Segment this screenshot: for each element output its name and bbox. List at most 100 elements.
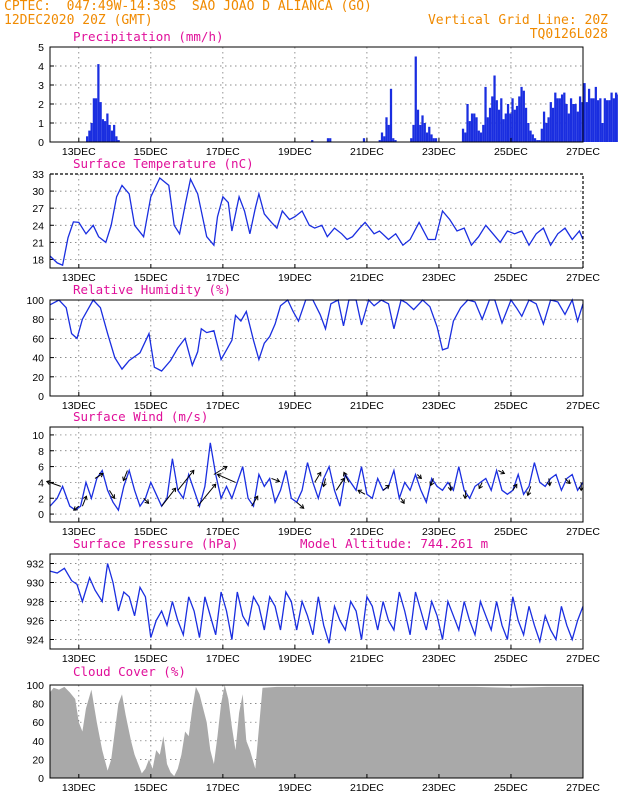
precip-bar bbox=[385, 117, 388, 142]
wind-vector-head bbox=[500, 469, 506, 475]
cloud-frame bbox=[49, 684, 584, 779]
wind-vector-head bbox=[316, 471, 322, 477]
cloud-ytick-label: 40 bbox=[32, 736, 44, 748]
precip-bar bbox=[509, 113, 512, 142]
wind-vector bbox=[323, 478, 326, 487]
precip-bar bbox=[380, 132, 384, 142]
wind-vector-head bbox=[73, 506, 78, 511]
cloud-xtick-label: 23DEC bbox=[422, 782, 456, 794]
wind-vector bbox=[251, 495, 259, 507]
wind-ytick-label: 2 bbox=[38, 493, 44, 505]
precip-bar bbox=[545, 123, 548, 142]
wind-vector bbox=[217, 473, 236, 483]
precip-bar bbox=[466, 104, 469, 142]
precip-bar bbox=[592, 98, 595, 142]
wind-xtick-label: 19DEC bbox=[278, 526, 312, 538]
rh-frame bbox=[49, 299, 584, 397]
wind-ytick-label: 0 bbox=[38, 509, 44, 521]
wind-vector-head bbox=[340, 477, 345, 483]
precip-bar bbox=[326, 138, 330, 142]
precip-bar bbox=[583, 83, 586, 142]
cloud-title: Cloud Cover (%) bbox=[73, 664, 186, 679]
temp-xtick-label: 13DEC bbox=[62, 272, 96, 284]
precip-bar bbox=[504, 113, 507, 142]
precip-bar bbox=[428, 126, 431, 142]
wind-vector-head bbox=[385, 484, 390, 490]
precip-bar bbox=[527, 123, 530, 142]
wind-vector-head bbox=[321, 482, 327, 488]
precip-bar bbox=[362, 138, 366, 142]
wind-vector-head bbox=[222, 465, 228, 471]
precip-bar bbox=[482, 124, 485, 142]
precip-bar bbox=[533, 138, 537, 142]
precip-bar bbox=[585, 102, 588, 142]
wind-xtick-label: 15DEC bbox=[134, 526, 168, 538]
precip-bar bbox=[500, 98, 503, 142]
precip-bar bbox=[432, 138, 435, 142]
wind-vector-head bbox=[122, 476, 127, 482]
cloud-xtick-label: 17DEC bbox=[206, 782, 240, 794]
wind-vector-head bbox=[526, 491, 532, 497]
precip-bar bbox=[590, 98, 593, 142]
wind-vector bbox=[81, 495, 87, 507]
temp-ytick-label: 27 bbox=[32, 203, 44, 215]
pres-xtick-label: 21DEC bbox=[350, 653, 384, 665]
cloud-xtick-label: 13DEC bbox=[62, 782, 96, 794]
precip-bar bbox=[511, 98, 514, 142]
precip-bar bbox=[479, 132, 483, 142]
precip-ytick-label: 1 bbox=[38, 118, 44, 130]
precip-bar bbox=[495, 100, 498, 142]
wind-vector-head bbox=[144, 499, 150, 504]
wind-xtick-label: 23DEC bbox=[422, 526, 456, 538]
precip-bar bbox=[86, 136, 89, 142]
precip-bar bbox=[603, 98, 606, 142]
precip-bar bbox=[560, 94, 564, 142]
precip-bar bbox=[92, 98, 96, 142]
precip-bar bbox=[90, 123, 93, 142]
precip-ytick-label: 5 bbox=[38, 42, 44, 54]
cloud-ytick-label: 60 bbox=[32, 717, 44, 729]
header-station-line: CPTEC: 047:49W-14:30S SAO JOAO D ALIANCA… bbox=[4, 0, 372, 14]
pres-subtitle: Model Altitude: 744.261 m bbox=[300, 536, 488, 551]
precip-bar bbox=[558, 98, 561, 142]
pres-ytick-label: 928 bbox=[26, 597, 44, 609]
precip-bar bbox=[612, 98, 615, 142]
rh-title: Relative Humidity (%) bbox=[73, 282, 231, 297]
rh-xtick-label: 13DEC bbox=[62, 400, 96, 412]
precip-bar bbox=[554, 92, 557, 142]
precip-bar bbox=[531, 134, 534, 142]
precip-bar bbox=[491, 96, 494, 142]
precip-bar bbox=[311, 140, 314, 142]
rh-xtick-label: 21DEC bbox=[350, 400, 384, 412]
wind-vector-head bbox=[275, 478, 281, 483]
precip-bar bbox=[522, 90, 525, 142]
precip-bar bbox=[536, 140, 539, 142]
wind-vector bbox=[357, 489, 366, 495]
cloud-xtick-label: 21DEC bbox=[350, 782, 384, 794]
precip-xtick-label: 17DEC bbox=[206, 146, 240, 158]
wind-xtick-label: 25DEC bbox=[494, 526, 528, 538]
precip-bar bbox=[608, 100, 611, 142]
precip-bar bbox=[520, 86, 523, 142]
wind-vector bbox=[314, 472, 322, 483]
rh-xtick-label: 23DEC bbox=[422, 400, 456, 412]
precip-bar bbox=[464, 132, 467, 142]
precip-bar bbox=[569, 98, 573, 142]
wind-vector bbox=[512, 484, 518, 491]
precip-bar bbox=[515, 105, 519, 142]
precip-bar bbox=[529, 130, 532, 142]
precip-bar bbox=[484, 86, 487, 142]
precip-ytick-label: 2 bbox=[38, 99, 44, 111]
precip-bar bbox=[104, 121, 107, 142]
pres-xtick-label: 17DEC bbox=[206, 653, 240, 665]
temp-ytick-label: 18 bbox=[32, 254, 44, 266]
precip-bar bbox=[488, 107, 492, 142]
precip-bar bbox=[556, 98, 559, 142]
rh-ytick-label: 60 bbox=[32, 333, 44, 345]
precip-bar bbox=[95, 98, 98, 142]
precip-bar bbox=[524, 107, 528, 142]
precip-bar bbox=[587, 88, 591, 142]
wind-vector bbox=[296, 501, 305, 509]
precip-bar bbox=[423, 123, 426, 142]
